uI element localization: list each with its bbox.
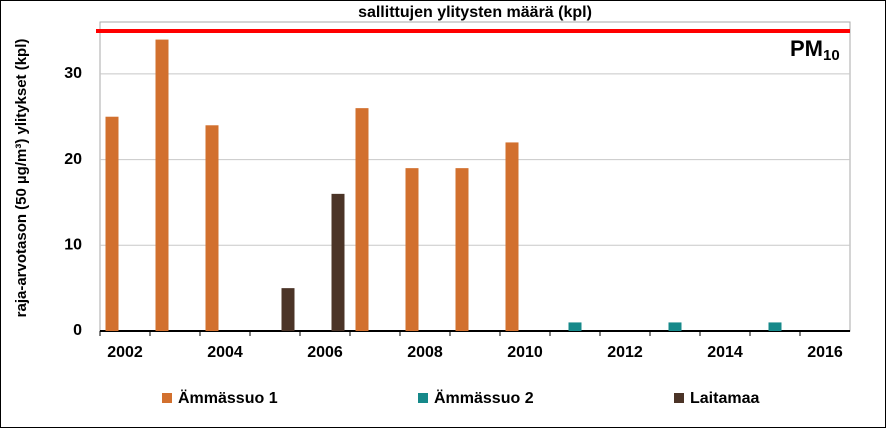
y-tick-label: 10 [64,237,82,254]
x-tick-label: 2008 [407,344,443,361]
bar [331,193,345,331]
y-axis-label: raja-arvotason (50 µg/m³) ylitykset (kpl… [13,39,30,318]
legend-label: Ämmässuo 2 [434,389,534,407]
legend-label: Ämmässuo 1 [178,389,278,407]
legend-swatch [674,393,684,403]
x-tick-label: 2012 [607,344,643,361]
legend-swatch [162,393,172,403]
bar [205,125,219,332]
x-tick-label: 2002 [107,344,143,361]
bar [355,108,369,332]
x-tick-label: 2014 [707,344,743,361]
bar [768,322,782,331]
bar [155,39,169,331]
y-tick-label: 0 [73,322,82,339]
bar [105,116,119,331]
bar [568,322,582,331]
bar [505,142,519,331]
bar [668,322,682,331]
legend-swatch [418,393,428,403]
legend-label: Laitamaa [690,390,759,407]
x-tick-label: 2016 [807,344,843,361]
x-tick-label: 2010 [507,344,543,361]
x-tick-label: 2004 [207,344,243,361]
x-tick-label: 2006 [307,344,343,361]
y-tick-label: 30 [64,65,82,82]
y-tick-label: 20 [64,151,82,168]
chart-title: sallittujen ylitysten määrä (kpl) [358,4,592,21]
bar [405,168,419,331]
bar [455,168,469,331]
bar [281,288,295,331]
annotation: PM10 [790,36,840,64]
